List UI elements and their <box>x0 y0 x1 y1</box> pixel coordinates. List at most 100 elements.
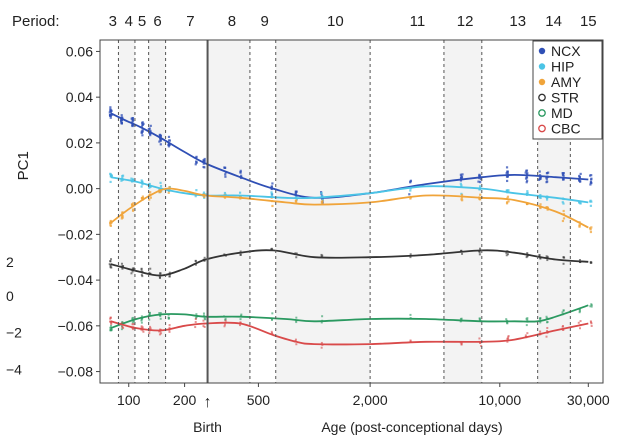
md-point <box>132 320 135 323</box>
str-point <box>130 272 133 275</box>
legend-marker-cbc <box>538 124 546 133</box>
ncx-point <box>167 145 170 148</box>
str-point <box>194 259 197 262</box>
cbc-point <box>561 325 564 328</box>
cbc-point <box>545 335 548 338</box>
ncx-point <box>224 175 227 178</box>
ncx-point <box>131 119 135 122</box>
hip-point <box>148 186 151 189</box>
y-axis-label: PC1 <box>15 151 32 180</box>
md-point <box>240 313 243 316</box>
md-point <box>525 324 528 327</box>
amy-point <box>294 199 297 203</box>
ncx-point <box>158 133 162 136</box>
period-label: 9 <box>260 13 268 30</box>
str-point <box>109 260 112 263</box>
ncx-point <box>109 108 112 111</box>
md-point <box>561 311 564 314</box>
ncx-point <box>526 179 529 182</box>
ncx-point <box>119 120 123 123</box>
str-point <box>168 271 171 274</box>
amy-point <box>271 204 274 208</box>
md-point <box>204 318 207 321</box>
amy-point <box>109 220 112 223</box>
cbc-point <box>158 330 161 333</box>
ncx-trend-line <box>110 112 589 199</box>
md-point <box>578 308 581 311</box>
x-tick-label: 30,000 <box>567 392 610 408</box>
md-point <box>120 328 123 331</box>
cbc-point <box>579 320 582 323</box>
ncx-point <box>506 170 509 173</box>
ncx-point <box>149 124 152 127</box>
amy-point <box>120 217 123 220</box>
period-label: 5 <box>138 13 146 30</box>
amy-point <box>460 196 464 199</box>
cbc-point <box>203 325 206 328</box>
str-point <box>546 259 549 262</box>
md-point <box>159 317 162 320</box>
hip-point <box>589 199 592 202</box>
cbc-point <box>507 336 510 339</box>
ncx-point <box>409 181 412 184</box>
ncx-point <box>141 121 144 124</box>
ncx-point <box>589 180 593 184</box>
y-tick-label: 0.04 <box>66 89 93 105</box>
str-point <box>409 256 412 259</box>
str-point <box>168 275 171 278</box>
legend-label-cbc: CBC <box>551 121 581 137</box>
ncx-point <box>589 183 592 186</box>
hip-point <box>109 175 113 178</box>
md-point <box>195 313 198 316</box>
ncx-point <box>546 171 549 175</box>
md-point <box>525 317 528 320</box>
hip-point <box>320 191 323 195</box>
str-point <box>563 256 566 259</box>
str-point <box>507 253 510 256</box>
amy-point <box>561 219 565 223</box>
cbc-point <box>149 325 152 328</box>
ncx-point <box>294 191 298 194</box>
md-point <box>140 321 143 324</box>
cbc-point <box>141 326 144 329</box>
str-point <box>546 255 549 258</box>
amy-point <box>562 217 566 220</box>
str-point <box>294 252 297 255</box>
amy-point <box>159 190 162 193</box>
hip-point <box>202 191 206 194</box>
md-point <box>526 319 529 322</box>
ncx-point <box>109 114 112 117</box>
md-point <box>148 311 151 314</box>
ncx-point <box>562 177 565 181</box>
cbc-point <box>159 330 162 333</box>
amy-point <box>131 209 135 212</box>
hip-point <box>238 191 242 194</box>
hip-point <box>131 178 135 181</box>
cbc-point <box>121 325 124 328</box>
x-axis-label: Age (post-conceptional days) <box>321 419 502 435</box>
str-point <box>578 259 581 262</box>
ncx-point <box>459 176 463 179</box>
amy-point <box>320 201 323 204</box>
str-point <box>122 265 125 268</box>
y-tick-label: 0.06 <box>66 43 93 59</box>
cbc-point <box>224 319 227 322</box>
cbc-point <box>271 332 274 335</box>
cbc-point <box>132 328 135 331</box>
hip-point <box>109 173 112 176</box>
str-point <box>239 250 242 253</box>
md-point <box>478 317 481 320</box>
ncx-point <box>131 124 134 128</box>
legend-marker-ncx <box>538 47 546 55</box>
ncx-point <box>578 175 581 179</box>
cbc-point <box>539 330 542 333</box>
hip-point <box>195 189 198 192</box>
str-point <box>271 248 274 251</box>
ncx-point <box>506 175 509 178</box>
y-tick-label: −0.06 <box>58 318 94 334</box>
md-point <box>295 321 298 324</box>
ncx-point <box>271 182 274 185</box>
ncx-point <box>195 160 198 163</box>
y-tick-label: 0.02 <box>66 135 93 151</box>
